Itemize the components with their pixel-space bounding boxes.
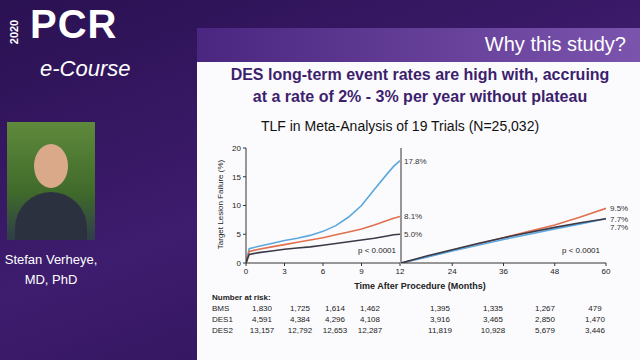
svg-text:5.0%: 5.0% (404, 230, 422, 239)
svg-text:15: 15 (232, 173, 241, 182)
svg-text:7.7%: 7.7% (610, 214, 629, 224)
html-text:1,470: 1,470 (585, 315, 605, 324)
html-text:13,157: 13,157 (249, 326, 275, 335)
svg-text:36: 36 (499, 267, 508, 276)
svg-text:0: 0 (244, 267, 249, 276)
html-text:4,296: 4,296 (325, 315, 345, 324)
html-text:3,446: 3,446 (585, 326, 605, 335)
html-text:1,267: 1,267 (535, 304, 555, 313)
html-text:1,335: 1,335 (483, 304, 503, 313)
html-text:Number at risk:: Number at risk: (212, 293, 271, 302)
html-text:2020: 2020 (8, 19, 21, 45)
html-text:Stefan Verheye,: Stefan Verheye, (4, 252, 98, 267)
html-text:DES long-term event rates are: DES long-term event rates are high with,… (230, 66, 610, 83)
html-text:4,384: 4,384 (290, 315, 310, 324)
html-text:Time After Procedure (Months): Time After Procedure (Months) (354, 281, 486, 291)
html-text:MD, PhD: MD, PhD (24, 272, 78, 287)
html-text:4,108: 4,108 (360, 315, 380, 324)
svg-text:17.8%: 17.8% (404, 157, 427, 166)
html-text:1,830: 1,830 (252, 304, 272, 313)
html-text:p < 0.0001: p < 0.0001 (358, 246, 396, 255)
svg-text:12: 12 (396, 267, 405, 276)
html-text:e-Course: e-Course (40, 56, 131, 81)
html-text:5,679: 5,679 (535, 326, 555, 335)
html-text:3,916: 3,916 (430, 315, 450, 324)
html-text:12,792: 12,792 (287, 326, 313, 335)
html-text:2,850: 2,850 (535, 315, 555, 324)
svg-text:9.5%: 9.5% (610, 204, 628, 213)
html-text:TLF in Meta-Analysis of 19 Tri: TLF in Meta-Analysis of 19 Trials (N=25,… (260, 118, 540, 134)
html-text:p < 0.0001: p < 0.0001 (562, 246, 600, 255)
svg-text:24: 24 (448, 267, 457, 276)
html-text:Target Lesion Failure (%): Target Lesion Failure (%) (215, 159, 225, 250)
svg-text:9: 9 (359, 267, 364, 276)
svg-text:5: 5 (237, 230, 242, 239)
html-text:1,462: 1,462 (360, 304, 380, 313)
html-text:DES2: DES2 (212, 326, 233, 335)
svg-text:60: 60 (602, 267, 611, 276)
svg-text:7.7%: 7.7% (610, 223, 628, 232)
svg-text:3: 3 (282, 267, 287, 276)
svg-text:6: 6 (321, 267, 326, 276)
html-text:DES1: DES1 (212, 315, 233, 324)
html-text:10,928: 10,928 (480, 326, 506, 335)
html-text:at a rate of 2% - 3% per year: at a rate of 2% - 3% per year without pl… (252, 88, 588, 105)
html-text:11,819: 11,819 (428, 326, 452, 335)
html-text:1,395: 1,395 (430, 304, 450, 313)
svg-text:8.1%: 8.1% (404, 212, 422, 221)
html-text:479: 479 (588, 304, 602, 313)
html-text:3,465: 3,465 (483, 315, 503, 324)
html-text:4,591: 4,591 (252, 315, 272, 324)
html-text:Why this study?: Why this study? (484, 33, 626, 55)
html-text:1,725: 1,725 (290, 304, 310, 313)
html-text:BMS: BMS (212, 304, 230, 313)
svg-text:48: 48 (550, 267, 559, 276)
html-text:1,614: 1,614 (325, 304, 345, 313)
html-text:PCR: PCR (30, 2, 118, 46)
html-text:12,653: 12,653 (322, 326, 348, 335)
svg-text:20: 20 (232, 144, 241, 153)
html-text:12,287: 12,287 (357, 326, 383, 335)
svg-text:0: 0 (237, 259, 242, 268)
svg-text:10: 10 (232, 201, 241, 210)
